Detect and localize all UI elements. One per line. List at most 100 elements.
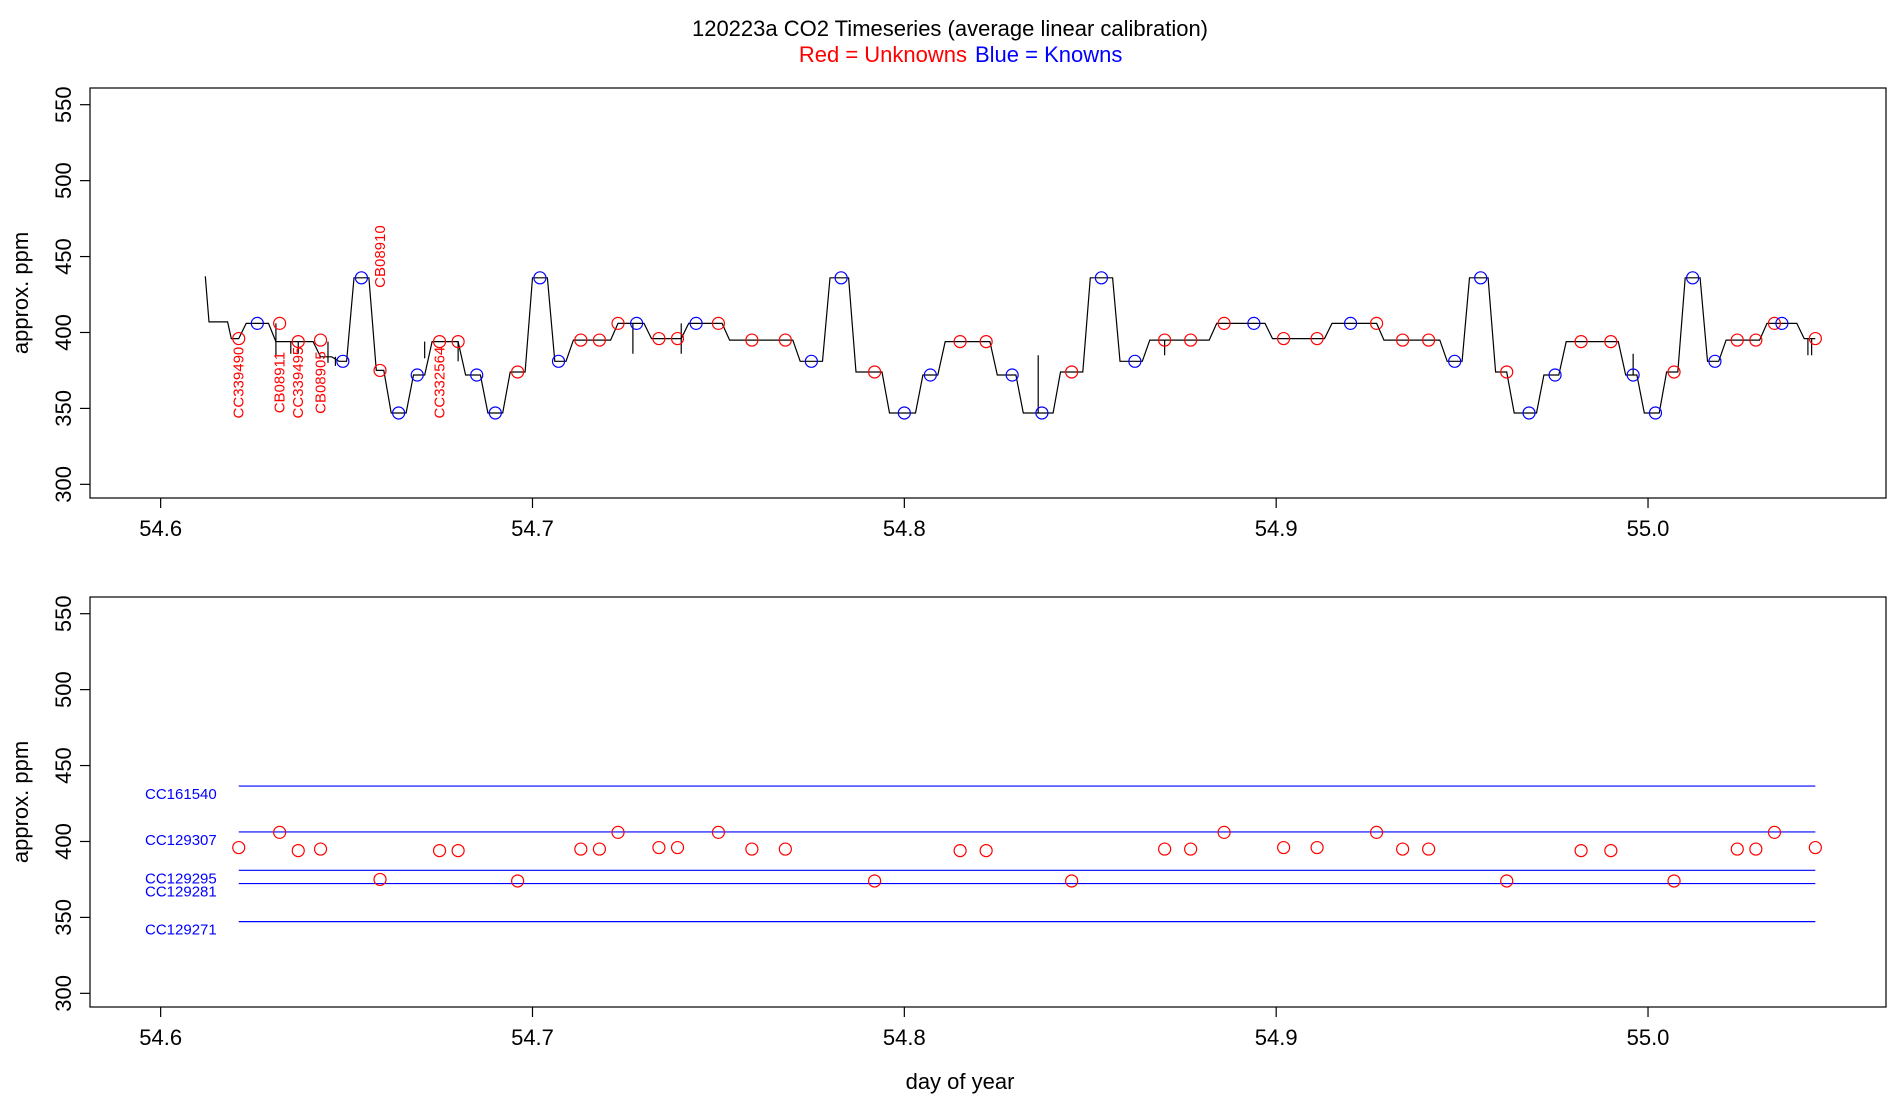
unknown-point (1277, 840, 1291, 855)
sample-id-label: CC332564 (432, 347, 449, 419)
known-point (1626, 368, 1640, 382)
known-point (689, 316, 703, 330)
unknowns-plot-frame (89, 596, 1887, 1008)
timeseries-y-tick-label: 500 (51, 162, 76, 199)
unknowns-x-tick-label: 54.6 (139, 1025, 182, 1050)
timeseries-y-axis-label: approx. ppm (8, 232, 33, 354)
timeseries-x-axis: 54.6 54.7 54.8 54.9 55.0 (139, 498, 1669, 541)
unknown-point (1310, 840, 1324, 855)
unknown-point (1767, 316, 1782, 330)
known-point (923, 368, 937, 382)
unknown-point (1369, 316, 1384, 330)
unknown-point (432, 334, 447, 349)
known-point (354, 271, 369, 285)
unknown-point (1500, 365, 1514, 379)
unknowns-x-tick-label: 54.7 (511, 1025, 554, 1050)
known-point (1474, 271, 1488, 285)
known-point (1708, 354, 1722, 368)
sample-id-label: CB08905 (313, 351, 330, 414)
unknown-point (1184, 842, 1198, 856)
known-point (1686, 271, 1700, 285)
known-point (897, 406, 911, 420)
unknown-point (670, 331, 685, 346)
unknown-point (1422, 842, 1436, 856)
unknown-point (1667, 874, 1681, 888)
unknown-point (778, 333, 792, 347)
unknown-point (1369, 825, 1384, 839)
unknown-point (1749, 333, 1763, 347)
reference-line-label: CC129295 (145, 870, 217, 887)
x-axis-label: day of year (906, 1069, 1015, 1094)
unknowns-y-tick-label: 450 (51, 747, 76, 784)
unknown-point (1158, 333, 1172, 347)
subtitle-unknowns: Red = Unknowns (799, 42, 967, 67)
reference-line-label: CC129271 (145, 922, 217, 939)
reference-line-label: CC129281 (145, 884, 217, 901)
unknown-point (778, 842, 792, 856)
timeseries-annotations-layer: CC339490 CB08911 CC339495 CB08905 CB08910 CC3… (231, 225, 449, 418)
timeseries-x-tick-label: 55.0 (1627, 516, 1670, 541)
known-point (1035, 406, 1049, 420)
unknown-point (373, 363, 387, 378)
known-point (1094, 271, 1109, 285)
unknown-point (1604, 843, 1618, 858)
unknown-point (1065, 365, 1079, 379)
unknown-point (745, 842, 759, 856)
unknown-point (592, 333, 607, 347)
known-point (1128, 354, 1142, 368)
unknown-point (1767, 825, 1782, 839)
known-point (336, 354, 350, 368)
unknowns-x-tick-label: 55.0 (1627, 1025, 1670, 1050)
unknown-point (232, 840, 246, 855)
unknown-point (1574, 843, 1588, 858)
unknown-point (273, 316, 287, 330)
unknown-point (1749, 842, 1763, 856)
unknowns-y-tick-label: 400 (51, 823, 76, 860)
unknown-point (313, 842, 328, 856)
unknown-point (574, 333, 588, 347)
timeseries-x-tick-label: 54.6 (139, 516, 182, 541)
unknowns-x-tick-label: 54.9 (1255, 1025, 1298, 1050)
timeseries-x-tick-label: 54.9 (1255, 516, 1298, 541)
known-point (410, 368, 424, 382)
unknown-point (313, 333, 328, 347)
unknowns-panel: 54.6 54.7 54.8 54.9 55.0 300350400450500550 … (8, 595, 1887, 1094)
sample-id-label: CB08911 (272, 352, 289, 413)
known-point (533, 271, 547, 285)
unknown-point (1277, 331, 1291, 346)
known-point (488, 406, 502, 420)
unknown-point (1396, 842, 1410, 856)
known-point (1343, 316, 1358, 330)
unknowns-y-axis: 300 350 400 450 500 550 (51, 595, 90, 1012)
unknown-point (652, 331, 666, 346)
unknown-point (373, 872, 387, 887)
unknown-point (451, 843, 465, 858)
unknown-point (1574, 334, 1588, 349)
known-point (551, 354, 566, 368)
known-point (1522, 406, 1536, 420)
known-point (834, 271, 848, 285)
unknown-point (1667, 365, 1681, 379)
timeseries-y-tick-label: 400 (51, 314, 76, 351)
unknown-point (273, 825, 287, 839)
timeseries-y-axis: 300 350 400 450 500 550 (51, 86, 90, 503)
unknown-point (979, 334, 993, 349)
known-point (392, 406, 406, 420)
unknown-point (711, 316, 726, 330)
timeseries-x-tick-label: 54.8 (883, 516, 926, 541)
reference-line-label: CC129307 (145, 832, 217, 849)
timeseries-y-tick-label: 450 (51, 238, 76, 275)
unknown-point (1184, 333, 1198, 347)
timeseries-plot-frame (89, 87, 1887, 499)
timeseries-panel: 54.6 54.7 54.8 54.9 55.0 300350400450500550 … (8, 86, 1887, 541)
known-point (1247, 316, 1261, 330)
unknowns-y-tick-label: 350 (51, 899, 76, 936)
unknown-point (1808, 840, 1822, 855)
known-point (804, 354, 818, 368)
unknown-point (1310, 331, 1324, 346)
known-point (1775, 316, 1789, 330)
unknown-point (1730, 333, 1744, 347)
unknowns-y-tick-label: 500 (51, 671, 76, 708)
reference-line-label: CC161540 (145, 786, 217, 803)
